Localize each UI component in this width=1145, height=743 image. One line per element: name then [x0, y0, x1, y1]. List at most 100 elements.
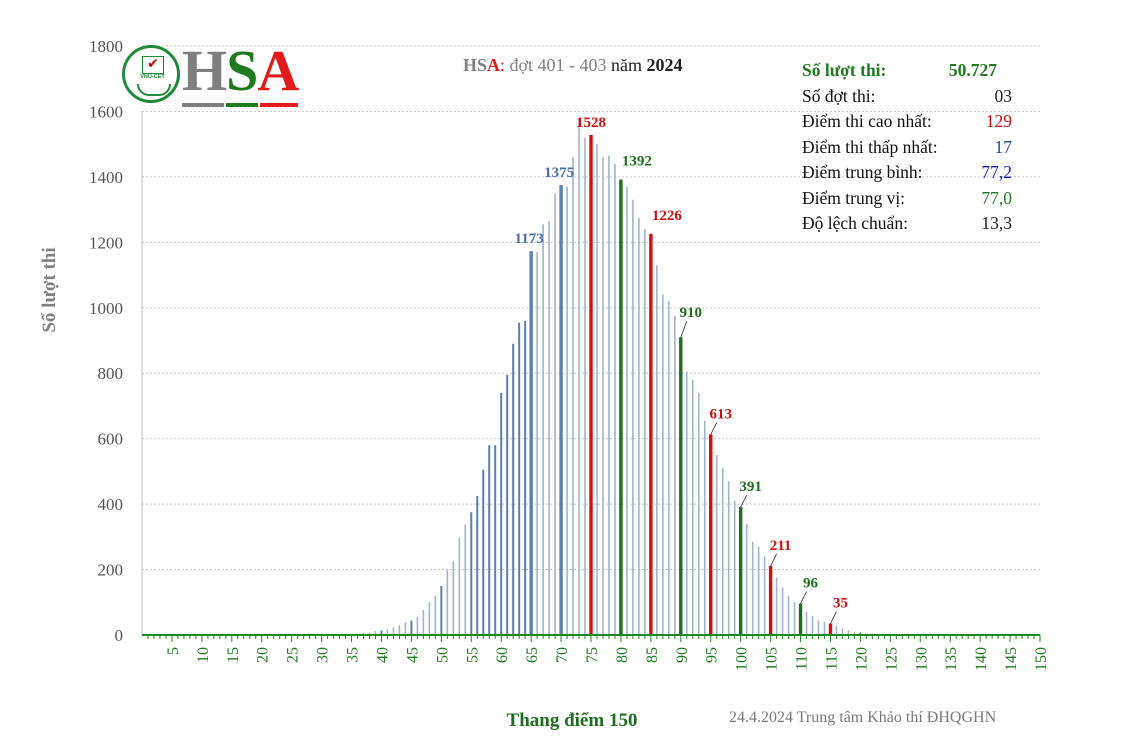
histogram-bar	[793, 602, 796, 635]
y-tick-label: 0	[115, 626, 124, 645]
x-tick-label: 150	[1033, 647, 1050, 671]
histogram-bar	[721, 468, 724, 635]
y-tick-label: 1200	[89, 233, 123, 252]
histogram-bar	[715, 455, 718, 635]
histogram-bar	[781, 587, 784, 635]
histogram-bar	[685, 371, 688, 635]
stat-label: Điểm thi cao nhất:	[802, 111, 932, 131]
stat-row: Điểm trung vị: 77,0	[802, 186, 1012, 212]
histogram-bar	[584, 137, 586, 635]
chart-title: HSA: đợt 401 - 403 năm 2024	[463, 55, 683, 75]
leader-line	[770, 553, 777, 567]
histogram-bar	[440, 585, 443, 635]
x-tick-label: 110	[794, 647, 811, 670]
histogram-bar	[566, 186, 568, 635]
x-tick-label: 15	[225, 647, 242, 663]
histogram-bar	[380, 630, 383, 635]
x-tick-label: 130	[913, 647, 930, 671]
histogram-bar	[841, 628, 844, 635]
grid-lines: 0 200 400 600 800 1000 1200 1400 1600 1800	[89, 37, 1040, 645]
book-icon	[137, 84, 171, 96]
histogram-bar	[589, 135, 593, 635]
histogram-bar	[738, 507, 743, 635]
bar-value-label: 1392	[622, 154, 652, 170]
x-tick-label: 95	[704, 647, 721, 663]
histogram-bar	[811, 616, 814, 635]
stat-label: Số đợt thi:	[802, 85, 876, 106]
histogram-bar	[697, 392, 700, 635]
bar-value-label: 1226	[652, 208, 683, 224]
y-tick-label: 1000	[89, 299, 123, 318]
summary-stats: Số lượt thi: 50.727 Số đợt thi: 03 Điểm thi …	[802, 58, 1012, 237]
leader-line	[710, 422, 718, 435]
bar-value-label: 391	[739, 479, 762, 495]
histogram-bar	[578, 119, 580, 635]
histogram-bar	[835, 625, 838, 635]
stat-label: Điểm trung vị:	[802, 187, 906, 208]
histogram-bar	[626, 186, 628, 635]
leader-line	[680, 321, 688, 338]
histogram-bar	[828, 623, 833, 635]
histogram-bar	[638, 217, 640, 635]
histogram-bar	[668, 301, 670, 635]
histogram-bar	[602, 157, 604, 635]
histogram-bar	[368, 632, 371, 635]
x-tick-label: 10	[195, 647, 212, 663]
x-tick-label: 30	[315, 647, 332, 663]
bars	[350, 119, 886, 636]
histogram-bar	[494, 445, 497, 635]
y-tick-label: 1800	[89, 37, 123, 56]
x-tick-label: 75	[584, 647, 601, 663]
stat-value: 17	[994, 136, 1013, 157]
histogram-bar	[733, 500, 736, 635]
stat-row: Số đợt thi: 03	[802, 84, 1012, 110]
stat-value: 77,0	[981, 187, 1012, 208]
stat-label: Điểm trung bình:	[802, 162, 923, 182]
histogram-bar	[536, 252, 538, 635]
histogram-bar	[751, 541, 754, 635]
stat-label: Số lượt thi:	[802, 60, 887, 80]
bar-value-label: 96	[803, 576, 819, 592]
x-tick-label: 65	[524, 647, 541, 663]
y-tick-label: 800	[98, 364, 124, 383]
histogram-bar	[727, 481, 730, 635]
x-tick-label: 135	[943, 647, 960, 671]
histogram-bar	[422, 610, 425, 635]
stat-value: 77,2	[981, 162, 1012, 182]
histogram-bar	[674, 315, 676, 635]
histogram-bar	[847, 630, 850, 635]
stat-row: Độ lệch chuẩn: 13,3	[802, 211, 1012, 237]
histogram-bar	[404, 622, 407, 635]
x-tick-label: 50	[434, 647, 451, 663]
histogram-bar	[500, 392, 503, 635]
x-tick-label: 120	[853, 647, 870, 671]
histogram-bar	[416, 616, 419, 635]
bar-value-label: 35	[833, 596, 848, 612]
y-tick-label: 1600	[89, 102, 123, 121]
histogram-bar	[644, 229, 646, 635]
histogram-bar	[817, 620, 820, 635]
x-tick-label: 45	[404, 647, 421, 663]
bar-value-label: 910	[680, 305, 703, 321]
vnu-cet-emblem: ✔ VNU-CET	[122, 45, 180, 103]
y-axis-title: Số lượt thi	[39, 247, 60, 332]
x-axis-title: Thang điểm 150	[507, 710, 638, 731]
x-tick-label: 25	[285, 647, 302, 663]
stat-row: Điểm thi thấp nhất: 17	[802, 135, 1012, 161]
histogram-bar	[548, 221, 550, 635]
histogram-bar	[703, 420, 706, 635]
stat-value: 129	[985, 111, 1012, 131]
leader-line	[830, 611, 837, 624]
bar-value-label: 1528	[576, 115, 606, 131]
histogram-bar	[410, 620, 413, 635]
logo-wordmark: HSA	[182, 38, 299, 103]
stat-row: Số lượt thi: 50.727	[802, 58, 1012, 84]
histogram-bar	[434, 595, 437, 635]
bar-value-label: 1375	[544, 165, 574, 181]
histogram-bar	[518, 322, 521, 635]
histogram-bar	[488, 445, 491, 635]
histogram-bar	[679, 337, 683, 635]
x-tick-label: 20	[255, 647, 272, 663]
x-tick-label: 100	[734, 647, 751, 671]
